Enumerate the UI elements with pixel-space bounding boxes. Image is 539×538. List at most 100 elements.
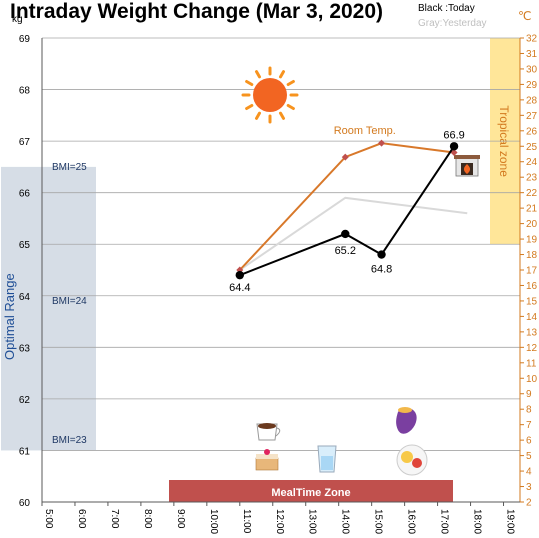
cup-coffee xyxy=(258,423,276,429)
y2-tick-label: 17 xyxy=(526,266,538,277)
x-tick-label: 17:00 xyxy=(439,509,450,534)
y2-tick-label: 30 xyxy=(526,64,538,75)
y-tick-label: 65 xyxy=(19,240,31,251)
data-label: 66.9 xyxy=(443,129,464,141)
y2-tick-label: 16 xyxy=(526,281,538,292)
legend-today: Black :Today xyxy=(418,3,475,14)
meal-time-zone-band xyxy=(169,480,453,502)
y2-tick-label: 19 xyxy=(526,235,538,246)
y-tick-label: 69 xyxy=(19,34,31,45)
y2-tick-label: 24 xyxy=(526,157,538,168)
food-plate-icon xyxy=(396,444,428,476)
cake-strawberry xyxy=(264,449,270,455)
x-tick-label: 12:00 xyxy=(274,509,285,534)
y-tick-label: 64 xyxy=(19,292,31,303)
plate-food xyxy=(412,458,422,468)
legend-yesterday: Gray:Yesterday xyxy=(418,18,487,29)
y-tick-label: 61 xyxy=(19,446,31,457)
optimal-range-label: Optimal Range xyxy=(2,273,17,360)
y2-tick-label: 6 xyxy=(526,436,532,447)
data-label: 65.2 xyxy=(335,245,356,257)
bmi-label: BMI=25 xyxy=(52,162,87,173)
sun-ray xyxy=(279,111,285,120)
y2-tick-label: 12 xyxy=(526,343,538,354)
y-tick-label: 67 xyxy=(19,137,31,148)
today-series-point xyxy=(377,250,386,259)
y2-tick-label: 8 xyxy=(526,405,532,416)
cake-cream xyxy=(256,454,278,459)
y2-tick-label: 14 xyxy=(526,312,538,323)
y2-tick-label: 13 xyxy=(526,327,538,338)
sun-ray xyxy=(279,70,285,79)
meal-time-zone-label: MealTime Zone xyxy=(271,487,350,499)
y2-tick-label: 21 xyxy=(526,204,538,215)
sun-ray xyxy=(255,111,261,120)
room-temp-series-line xyxy=(239,142,455,271)
x-tick-label: 7:00 xyxy=(109,509,120,529)
sun-ray xyxy=(255,70,261,79)
plate-food xyxy=(401,451,413,463)
fireplace-flame xyxy=(463,164,471,174)
x-tick-label: 8:00 xyxy=(142,509,153,529)
x-tick-label: 9:00 xyxy=(175,509,186,529)
fireplace-mantel xyxy=(454,155,480,159)
y2-tick-label: 18 xyxy=(526,250,538,261)
x-tick-label: 11:00 xyxy=(241,509,252,534)
optimal-range-band xyxy=(1,166,96,451)
bmi-label: BMI=23 xyxy=(52,435,87,446)
room-temp-series-point xyxy=(450,148,458,156)
y2-tick-label: 23 xyxy=(526,173,538,184)
fireplace-icon xyxy=(454,155,480,177)
data-label: 64.4 xyxy=(229,282,250,294)
x-tick-label: 15:00 xyxy=(373,509,384,534)
y-tick-label: 68 xyxy=(19,86,31,97)
cup-handle xyxy=(275,427,281,437)
y-tick-label: 63 xyxy=(19,343,31,354)
y2-tick-label: 5 xyxy=(526,451,532,462)
y2-tick-label: 32 xyxy=(526,34,538,45)
x-tick-label: 18:00 xyxy=(472,509,483,534)
x-tick-label: 13:00 xyxy=(307,509,318,534)
chart-title: Intraday Weight Change (Mar 3, 2020) xyxy=(10,0,383,23)
cake-base xyxy=(255,457,279,471)
y2-tick-label: 22 xyxy=(526,188,538,199)
today-series-line xyxy=(239,145,455,277)
glass-water xyxy=(321,456,333,470)
x-tick-label: 16:00 xyxy=(406,509,417,534)
room-temp-series-point xyxy=(341,153,349,161)
today-series-point xyxy=(235,270,244,280)
x-tick-label: 10:00 xyxy=(208,509,219,534)
y-tick-label: 62 xyxy=(19,395,31,406)
y2-tick-label: 3 xyxy=(526,482,532,493)
y2-axis-label: ℃ xyxy=(518,9,531,23)
x-tick-label: 5:00 xyxy=(43,509,54,529)
sun-icon xyxy=(241,66,299,124)
sun-ray xyxy=(245,104,254,110)
y2-tick-label: 9 xyxy=(526,389,532,400)
y2-tick-label: 28 xyxy=(526,95,538,106)
y-tick-label: 60 xyxy=(19,498,31,509)
coffee-cup-icon xyxy=(256,423,281,441)
y-axis-label: kg xyxy=(12,14,23,25)
y2-tick-label: 25 xyxy=(526,142,538,153)
bmi-label: BMI=24 xyxy=(52,296,87,307)
x-tick-label: 19:00 xyxy=(505,509,516,534)
sun-ray xyxy=(286,80,295,86)
y2-tick-label: 4 xyxy=(526,467,532,478)
sweet-potato-icon xyxy=(396,407,417,434)
y2-tick-label: 7 xyxy=(526,420,532,431)
sun-ray xyxy=(286,104,295,110)
room-temp-label: Room Temp. xyxy=(334,125,396,137)
water-glass-icon xyxy=(317,445,337,473)
y2-tick-label: 15 xyxy=(526,296,538,307)
today-series-point xyxy=(449,142,459,151)
data-label: 64.8 xyxy=(371,264,392,276)
y2-tick-label: 27 xyxy=(526,111,538,122)
sun-ray xyxy=(245,80,254,86)
yesterday-series-line xyxy=(239,196,468,271)
y-tick-label: 66 xyxy=(19,189,31,200)
potato-flesh xyxy=(398,407,412,413)
y2-tick-label: 10 xyxy=(526,374,538,385)
y2-tick-label: 20 xyxy=(526,219,538,230)
